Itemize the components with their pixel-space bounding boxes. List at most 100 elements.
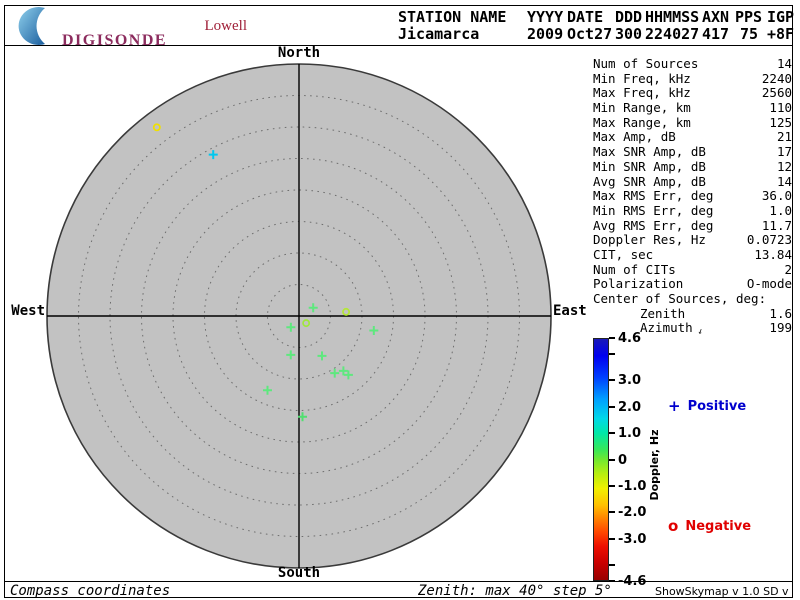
circle-symbol-icon: o	[668, 517, 679, 535]
stat-label: CIT, sec	[593, 246, 654, 262]
stat-value: 13.84	[754, 246, 792, 262]
stat-row: Min Freq, kHz 2240	[593, 71, 792, 86]
colorbar-tick-label: 3.0	[618, 373, 642, 388]
stat-value: 14	[776, 173, 792, 189]
colorbar-tick	[609, 353, 615, 355]
stat-label: Max Range, km	[593, 114, 691, 130]
stat-value: 0.0723	[746, 232, 792, 248]
station-column-value: 75	[739, 25, 758, 43]
colorbar-tick-label: -1.0	[618, 479, 647, 494]
stat-label: Zenith	[640, 305, 686, 321]
compass-label-west: West	[11, 303, 45, 319]
colorbar-tick	[609, 337, 615, 339]
stat-value: 14	[776, 56, 792, 71]
stat-value: 17	[776, 144, 792, 160]
colorbar-tick	[609, 406, 615, 408]
station-column-label: IGP	[767, 8, 795, 26]
lowell-digisonde-logo: Lowell DIGISONDE	[12, 6, 247, 49]
station-column-value: 300	[615, 25, 643, 43]
stat-label: Min SNR Amp, dB	[593, 158, 706, 174]
stat-label: Max Amp, dB	[593, 129, 676, 145]
colorbar-tick-label: 1.0	[618, 426, 642, 441]
source-point-positive	[308, 303, 318, 313]
station-column-value: Jicamarca	[398, 25, 480, 43]
stat-row: Max SNR Amp, dB 17	[593, 144, 792, 159]
stat-value: 11.7	[761, 217, 792, 233]
crescent-icon	[18, 7, 45, 46]
station-header-table: STATION NAME Jicamarca YYYY 2009 DATE Oct27 DD…	[398, 9, 797, 43]
stat-label: Min Freq, kHz	[593, 70, 691, 86]
station-column: IGP +8F	[767, 9, 797, 43]
colorbar-tick	[609, 564, 615, 566]
legend-negative-label: Negative	[685, 518, 752, 534]
colorbar-tick	[609, 432, 615, 434]
stat-row: Avg RMS Err, deg 11.7	[593, 218, 792, 233]
colorbar-tick	[609, 459, 615, 461]
stat-value: 2560	[761, 85, 792, 101]
stat-row: Center of Sources, deg:	[593, 291, 792, 306]
source-point-positive	[338, 366, 348, 376]
header-divider	[4, 45, 793, 46]
stat-row: Min SNR Amp, dB 12	[593, 159, 792, 174]
colorbar-title: Doppler, Hz	[648, 429, 661, 501]
stat-row: Polarization O-mode	[593, 276, 792, 291]
station-column-label: DDD	[615, 8, 643, 26]
stat-row: CIT, sec 13.84	[593, 247, 792, 262]
stat-row: Max Amp, dB 21	[593, 129, 792, 144]
stat-row: Max RMS Err, deg 36.0	[593, 188, 792, 203]
station-column: HHMMSS 224027	[645, 9, 702, 43]
stat-label: Num of Sources	[593, 56, 699, 71]
compass-label-south: South	[277, 565, 321, 581]
stat-row: Num of CITs 2	[593, 262, 792, 277]
stat-value: 2	[784, 261, 792, 277]
program-version: ShowSkymap v 1.0 SD v 4.2	[655, 585, 789, 600]
stat-label: Avg SNR Amp, dB	[593, 173, 706, 189]
station-column: PPS 75	[735, 9, 767, 43]
colorbar-tick-label: -3.0	[618, 532, 647, 547]
stat-row: Zenith 1.6	[593, 306, 792, 321]
stat-row: Max Freq, kHz 2560	[593, 85, 792, 100]
logo-digisonde-text: DIGISONDE	[62, 32, 168, 49]
legend-positive-label: Positive	[687, 398, 747, 414]
azimuth-direction-icon: ↑	[696, 325, 705, 337]
colorbar-tick-label: 4.6	[618, 331, 642, 346]
source-point-positive	[330, 368, 340, 378]
stat-label: Min RMS Err, deg	[593, 202, 714, 218]
stat-label: Max Freq, kHz	[593, 85, 691, 101]
compass-label-north: North	[277, 45, 321, 61]
source-point-positive	[286, 350, 296, 360]
compass-label-east: East	[553, 303, 587, 319]
zenith-scale-note: Zenith: max 40° step 5°	[418, 583, 612, 599]
colorbar-tick-label: 2.0	[618, 400, 642, 415]
station-column-value: +8F	[767, 25, 795, 43]
stat-label: Doppler Res, Hz	[593, 232, 706, 248]
station-column: DATE Oct27	[567, 9, 615, 43]
station-column: DDD 300	[615, 9, 645, 43]
stat-value: 36.0	[761, 188, 792, 204]
station-column-label: DATE	[567, 8, 604, 26]
source-point-negative	[342, 307, 351, 316]
station-column: AXN 417	[702, 9, 735, 43]
stat-value: O-mode	[746, 276, 792, 292]
station-column: STATION NAME Jicamarca	[398, 9, 527, 43]
stat-row: Azimuth ↑ 199	[593, 320, 792, 337]
station-column-label: HHMMSS	[645, 8, 700, 26]
stat-row: Max Range, km 125	[593, 115, 792, 130]
stat-label: Azimuth ↑	[640, 320, 705, 337]
source-point-positive	[286, 322, 296, 332]
stat-value: 12	[776, 158, 792, 174]
stat-label: Avg RMS Err, deg	[593, 217, 714, 233]
source-point-positive	[298, 412, 308, 422]
colorbar-tick	[609, 485, 615, 487]
stat-value: 2240	[761, 70, 792, 86]
source-point-positive	[343, 370, 353, 380]
source-point-positive	[208, 150, 218, 160]
stat-label: Polarization	[593, 276, 684, 292]
colorbar-tick	[609, 379, 615, 381]
colorbar-gradient	[593, 338, 609, 581]
colorbar-tick-label: -2.0	[618, 505, 647, 520]
station-column-label: AXN	[702, 8, 730, 26]
stat-value: 1.6	[769, 305, 792, 321]
coordinate-system-note: Compass coordinates	[10, 583, 171, 599]
